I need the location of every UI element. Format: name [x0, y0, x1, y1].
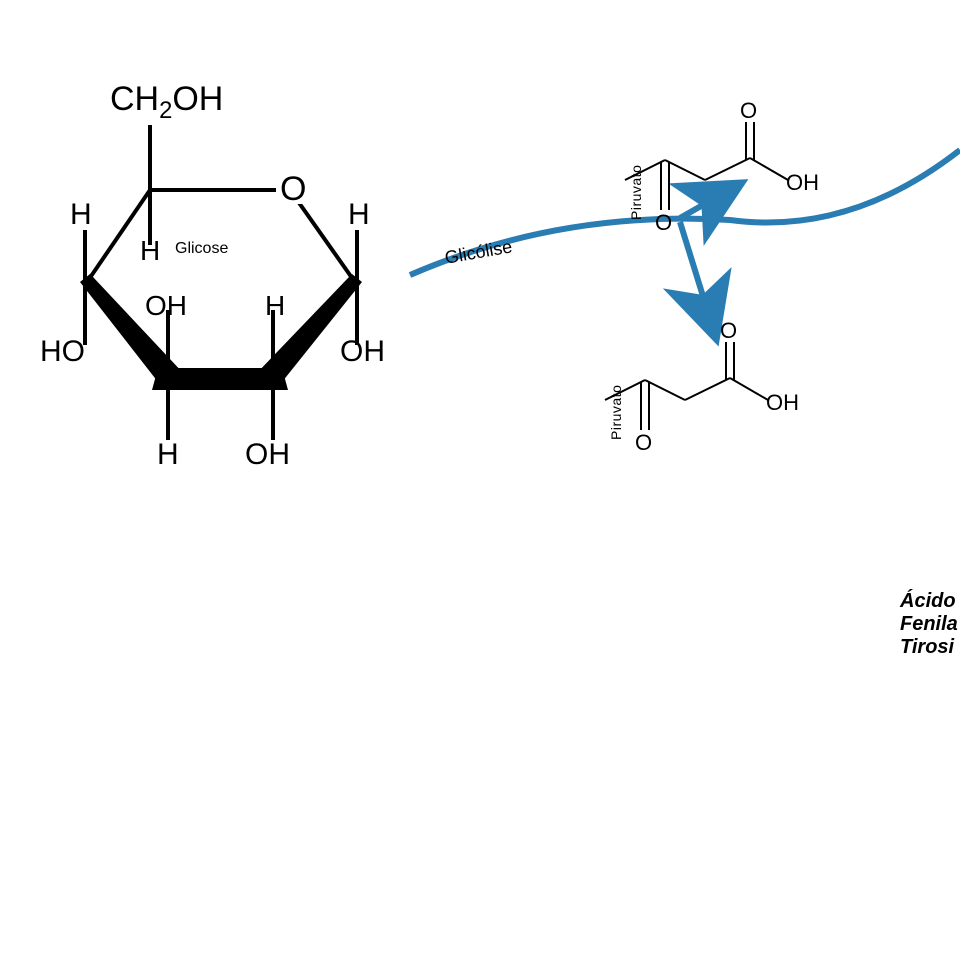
glucose-OH-bottom-right: OH: [245, 438, 290, 472]
pyruvate-lower-O-top: O: [720, 318, 737, 344]
subscript-2: 2: [159, 97, 172, 124]
amino-acid-list: Ácido Fenila Tirosi: [900, 590, 958, 659]
pyruvate-upper-O-bottom: O: [655, 210, 672, 236]
glucose-H-inner-c2: H: [265, 290, 285, 322]
glucose-OH-inner-c3: OH: [145, 290, 187, 322]
glucose-H-top-left: H: [70, 198, 92, 232]
pyruvate-upper-OH: OH: [786, 170, 819, 196]
glucose-ch2oh: CH2OH: [110, 80, 223, 125]
amino-line-1: Ácido: [900, 590, 958, 613]
amino-line-3: Tirosi: [900, 636, 958, 659]
glucose-H-top-right: H: [348, 198, 370, 232]
pyruvate-upper-label: Piruvato: [628, 165, 644, 220]
pyruvate-lower-OH: OH: [766, 390, 799, 416]
pyruvate-lower-O-bottom: O: [635, 430, 652, 456]
pyruvate-lower-label: Piruvato: [608, 385, 624, 440]
amino-line-2: Fenila: [900, 613, 958, 636]
glucose-OH-right: OH: [340, 335, 385, 369]
glucose-HO-left: HO: [40, 335, 85, 369]
pyruvate-upper-O-top: O: [740, 98, 757, 124]
glucose-structure: [30, 70, 400, 520]
glucose-H-bottom-left: H: [157, 438, 179, 472]
glucose-ring-oxygen: O: [280, 170, 306, 209]
glucose-name-label: Glicose: [175, 240, 228, 258]
diagram-canvas: CH2OH O H H H OH H HO OH H OH Glicose Gl…: [0, 0, 960, 960]
glucose-H-inner-c5: H: [140, 235, 160, 267]
